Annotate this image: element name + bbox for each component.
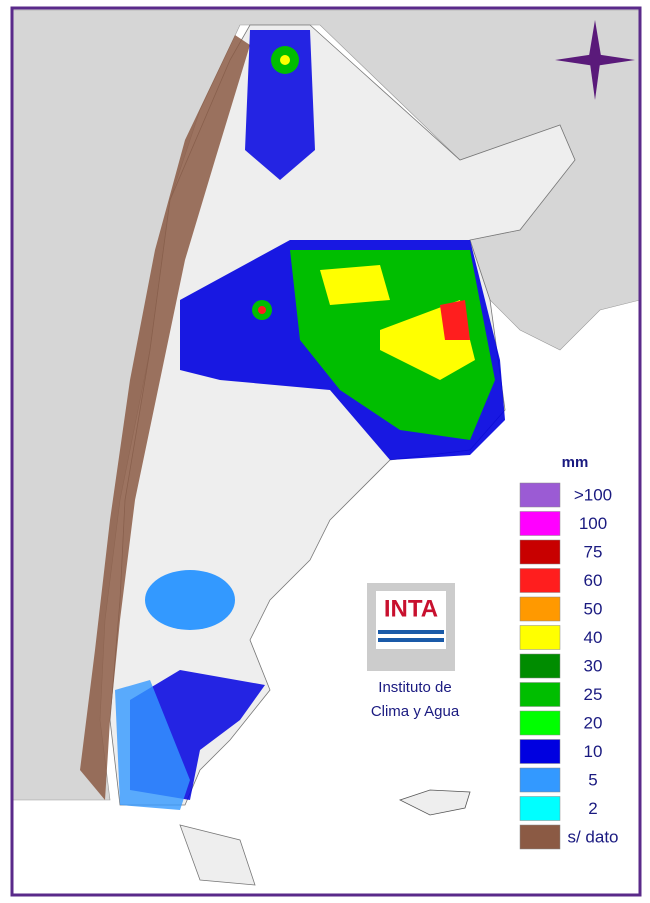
legend-swatch [519, 568, 561, 593]
legend-swatch [519, 539, 561, 565]
frame [10, 6, 642, 897]
legend-label: 40 [584, 628, 603, 647]
legend-label: 2 [588, 799, 597, 818]
no-data-area [80, 35, 250, 800]
logo-stripe [378, 630, 444, 634]
legend: >100 100 75 60 50 40 30 25 20 10 5 2 s/ dato [519, 482, 619, 850]
islands [398, 789, 471, 816]
compass [555, 20, 635, 100]
legend-label: 100 [579, 514, 607, 533]
rain-spot [258, 306, 266, 314]
legend-swatch [519, 596, 561, 622]
rain-north [245, 30, 315, 180]
legend-label: 30 [584, 656, 603, 675]
logo-stripe [378, 638, 444, 642]
legend-label: 50 [584, 599, 603, 618]
legend-swatch [519, 653, 561, 679]
legend-swatch [519, 824, 561, 850]
rain-yellow [320, 265, 390, 305]
legend-swatch [519, 511, 561, 536]
legend-label: 25 [584, 685, 603, 704]
legend-swatch [519, 710, 561, 736]
logo-name: INTA [384, 595, 438, 622]
legend-swatch [519, 682, 561, 707]
legend-title: mm [562, 454, 589, 471]
tierra-del-fuego [179, 824, 256, 886]
legend-label: 75 [584, 542, 603, 561]
rain-spot [280, 55, 290, 65]
legend-label: 5 [588, 770, 597, 789]
rain-south [145, 570, 235, 630]
legend-label: 60 [584, 571, 603, 590]
logo-line: Clima y Agua [371, 703, 460, 720]
logo-line: Instituto de [378, 679, 451, 696]
legend-swatch [519, 796, 561, 821]
legend-swatch [519, 739, 561, 764]
legend-swatch [519, 625, 561, 650]
legend-swatch [519, 767, 561, 793]
legend-label: 10 [584, 742, 603, 761]
rain-patagonia-light [115, 680, 190, 810]
legend-swatch [519, 482, 561, 508]
rain-red [440, 300, 470, 340]
legend-label: 20 [584, 713, 603, 732]
legend-label: >100 [574, 485, 612, 504]
legend-label: s/ dato [567, 827, 618, 846]
